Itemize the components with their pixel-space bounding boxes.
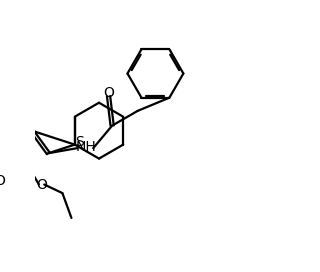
Text: O: O xyxy=(36,178,47,191)
Text: O: O xyxy=(0,174,5,188)
Text: S: S xyxy=(75,135,84,149)
Text: O: O xyxy=(103,86,114,100)
Text: NH: NH xyxy=(76,140,96,154)
